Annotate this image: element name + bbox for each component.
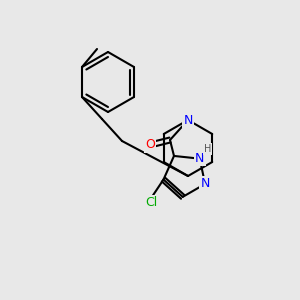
Text: N: N — [200, 177, 210, 190]
Text: N: N — [183, 113, 193, 127]
Text: H: H — [204, 144, 212, 154]
Text: N: N — [195, 152, 204, 165]
Text: Cl: Cl — [146, 196, 158, 209]
Text: O: O — [145, 139, 155, 152]
